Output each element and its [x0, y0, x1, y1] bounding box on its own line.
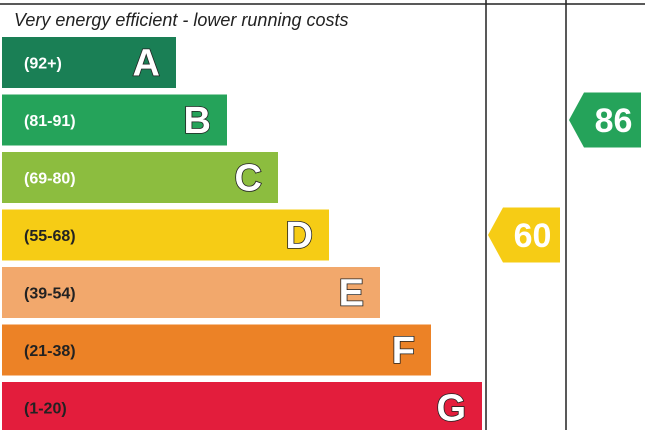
band-a: (92+) A	[2, 37, 176, 88]
band-g-range: (1-20)	[24, 401, 67, 418]
band-g-letter: G	[436, 388, 466, 430]
band-c-letter: C	[235, 158, 262, 200]
current-rating: 60	[488, 207, 560, 263]
band-c-bar	[2, 152, 278, 203]
band-d-letter: D	[286, 215, 313, 257]
band-g: (1-20) G	[2, 382, 482, 430]
band-c-range: (69-80)	[24, 171, 76, 188]
band-a-range: (92+)	[24, 56, 62, 73]
potential-rating: 86	[569, 92, 641, 148]
current-rating-arrow	[488, 207, 560, 263]
band-f-bar	[2, 324, 431, 376]
band-a-letter: A	[133, 43, 160, 85]
band-b-letter: B	[184, 100, 211, 142]
band-c: (69-80) C	[2, 152, 278, 203]
rating-bands: (92+) A (81-91) B (69-80) C (55-68) D (39-54) E (2…	[2, 37, 482, 430]
potential-rating-arrow	[569, 92, 641, 148]
band-e: (39-54) E	[2, 267, 380, 318]
rating-indicators: 60 86	[488, 92, 641, 263]
band-b-bar	[2, 94, 227, 146]
band-f-range: (21-38)	[24, 343, 76, 360]
potential-rating-value: 86	[595, 102, 633, 140]
band-e-letter: E	[339, 273, 364, 315]
band-d-bar	[2, 209, 329, 261]
band-f-letter: F	[392, 330, 415, 372]
chart-title: Very energy efficient - lower running co…	[14, 10, 349, 30]
band-b: (81-91) B	[2, 94, 227, 146]
band-d-range: (55-68)	[24, 228, 76, 245]
band-e-bar	[2, 267, 380, 318]
current-rating-value: 60	[514, 217, 552, 255]
band-f: (21-38) F	[2, 324, 431, 376]
band-b-range: (81-91)	[24, 113, 76, 130]
band-e-range: (39-54)	[24, 286, 76, 303]
band-d: (55-68) D	[2, 209, 329, 261]
band-a-bar	[2, 37, 176, 88]
band-g-bar	[2, 382, 482, 430]
